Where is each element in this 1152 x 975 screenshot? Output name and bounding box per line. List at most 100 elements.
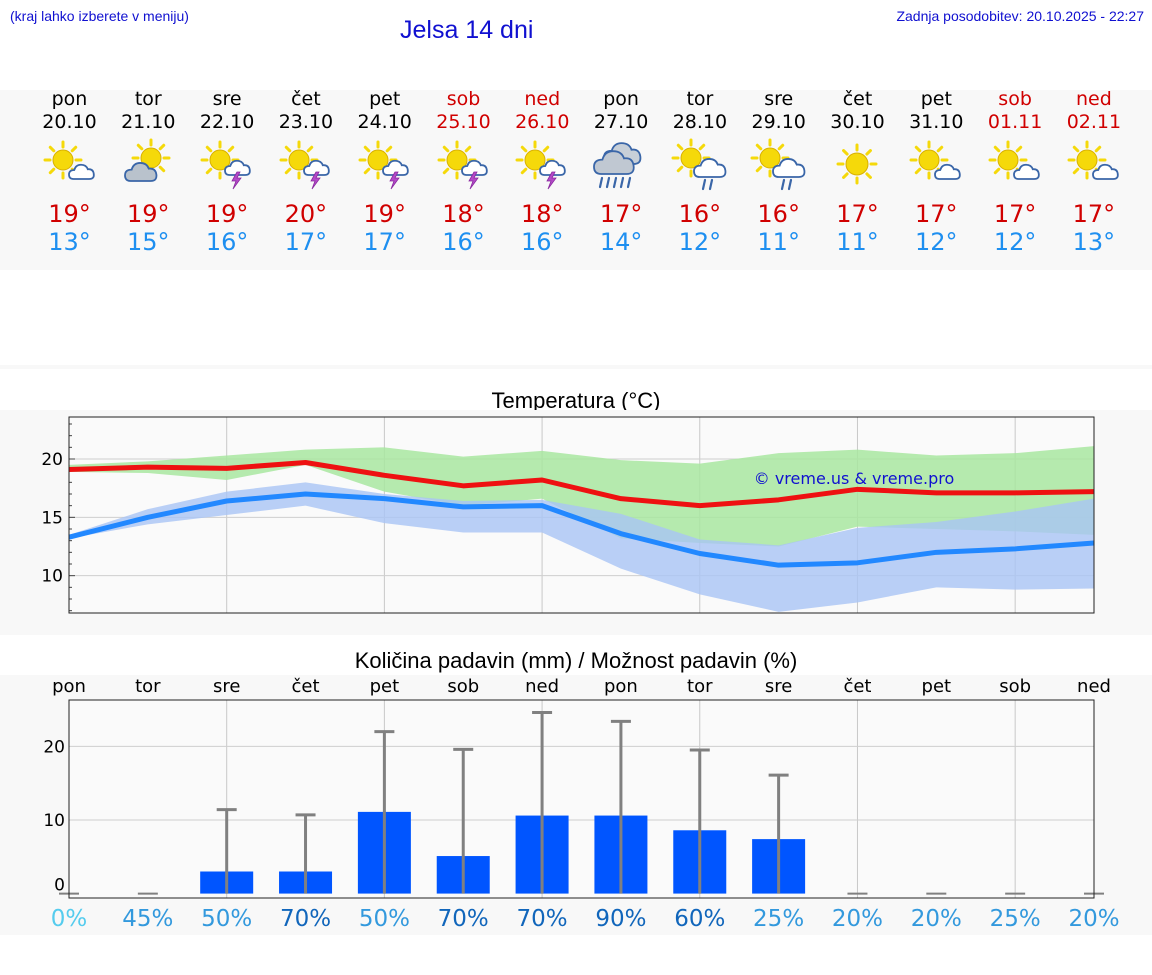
day-name: sre [764, 88, 794, 110]
day-column: sre 29.10 16° 11° [739, 88, 818, 256]
min-temp: 13° [1072, 228, 1116, 256]
sun-disc [288, 149, 310, 171]
max-temp: 17° [993, 200, 1037, 228]
rain-drop [605, 176, 611, 189]
sun-ray [1072, 145, 1080, 153]
precip-chance-label: 70% [280, 906, 331, 932]
cloud-shape [1091, 163, 1119, 180]
precip-chance-label: 25% [753, 906, 804, 932]
max-temp: 19° [205, 200, 249, 228]
sun-ray [284, 145, 292, 153]
day-column: ned 02.11 17° 13° [1054, 88, 1133, 256]
min-temp: 16° [442, 228, 485, 256]
sun-ray [676, 143, 684, 151]
sun-storm-icon [266, 134, 345, 200]
last-update: Zadnja posodobitev: 20.10.2025 - 22:27 [896, 8, 1144, 24]
cloud-outline [302, 159, 330, 176]
sun-ray [1015, 145, 1023, 153]
precipitation-chart-title: Količina padavin (mm) / Možnost padavin … [354, 648, 798, 673]
max-temp: 18° [521, 200, 564, 228]
cloud-sun-icon [109, 134, 188, 200]
max-temp: 20° [284, 200, 328, 228]
sun-cloud-icon [897, 134, 976, 200]
sun-ray [1072, 167, 1080, 175]
day-column: čet 30.10 17° 11° [818, 88, 897, 256]
max-temp: 16° [678, 200, 722, 228]
cloud-shape [539, 159, 567, 176]
lightning-bolt [389, 171, 400, 190]
sun-ray [936, 145, 944, 153]
y-tick-label: 0 [54, 876, 65, 896]
min-temp: 11° [757, 228, 800, 256]
cloud-outline [934, 163, 962, 180]
day-date: 28.10 [672, 111, 728, 133]
day-name: tor [134, 88, 162, 110]
cloud-outline [771, 158, 806, 178]
cloud-shape [593, 150, 635, 175]
x-category-label: tor [687, 676, 713, 697]
precip-chance-label: 20% [1068, 906, 1119, 932]
sun-disc [524, 149, 546, 171]
day-column: sre 22.10 19° 16° [188, 88, 267, 256]
max-temp: 17° [836, 200, 879, 228]
temperature-chart: 10 15 20 © vreme.us & vreme.pro [41, 416, 1095, 614]
precip-chance-label: 45% [122, 906, 173, 932]
forecast-band [0, 90, 1152, 270]
cloud-shape [934, 163, 962, 180]
sun-icon [818, 134, 897, 200]
x-category-label: čet [292, 676, 320, 697]
y-tick-label: 15 [41, 508, 63, 528]
sun-storm-icon [188, 134, 267, 200]
day-date: 26.10 [515, 111, 570, 133]
day-name: sob [998, 88, 1032, 110]
x-category-label: tor [135, 676, 161, 697]
cloud-shape [460, 159, 488, 176]
day-column: ned 26.10 18° 16° [503, 88, 582, 256]
sun-ray [755, 143, 762, 151]
cloud-outline [1091, 163, 1119, 180]
precip-chance-label: 70% [438, 906, 489, 932]
sun-ray [521, 167, 528, 175]
day-column: pet 31.10 17° 12° [897, 88, 976, 256]
day-column: pon 20.10 19° 13° [30, 88, 109, 256]
min-temp: 12° [993, 228, 1037, 256]
sun-storm-icon [424, 134, 503, 200]
precip-chance-label: 50% [359, 906, 410, 932]
lightning-bolt [546, 171, 558, 190]
day-name: pet [920, 88, 952, 110]
max-temp: 19° [363, 200, 406, 228]
sun-rain-icon [660, 134, 739, 200]
cloud-shape [302, 159, 330, 176]
max_range-band [69, 446, 1094, 547]
sun-ray [363, 167, 370, 175]
x-category-label: pon [52, 676, 86, 697]
location-hint[interactable]: (kraj lahko izberete v meniju) [10, 8, 189, 24]
sun-ray [442, 167, 449, 175]
min-temp-line [68, 491, 1095, 568]
day-date: 29.10 [751, 111, 806, 133]
x-category-label: čet [843, 676, 871, 697]
max-temp: 17° [915, 200, 958, 228]
day-column: tor 21.10 19° 15° [109, 88, 188, 256]
x-category-label: sre [765, 676, 792, 697]
min-temp: 15° [127, 228, 170, 256]
min-temp: 16° [205, 228, 249, 256]
sun-ray [676, 165, 684, 173]
sun-ray [755, 165, 762, 173]
sun-disc [918, 149, 940, 171]
day-column: sob 01.11 17° 12° [976, 88, 1055, 256]
cloud-rain-icon [582, 134, 661, 200]
cloud-outline [224, 159, 251, 176]
sun-ray [205, 145, 213, 153]
sun-disc [209, 149, 231, 171]
sun-ray [158, 165, 166, 173]
day-date: 01.11 [987, 111, 1043, 133]
sun-ray [698, 143, 706, 151]
sun-ray [864, 172, 872, 179]
cloud-shape [1013, 163, 1040, 180]
sun-ray [385, 145, 392, 153]
x-category-label: pet [922, 676, 952, 697]
cloud-outline [381, 159, 409, 176]
day-column: pon 27.10 17° 14° [582, 88, 661, 256]
day-date: 30.10 [830, 111, 885, 133]
